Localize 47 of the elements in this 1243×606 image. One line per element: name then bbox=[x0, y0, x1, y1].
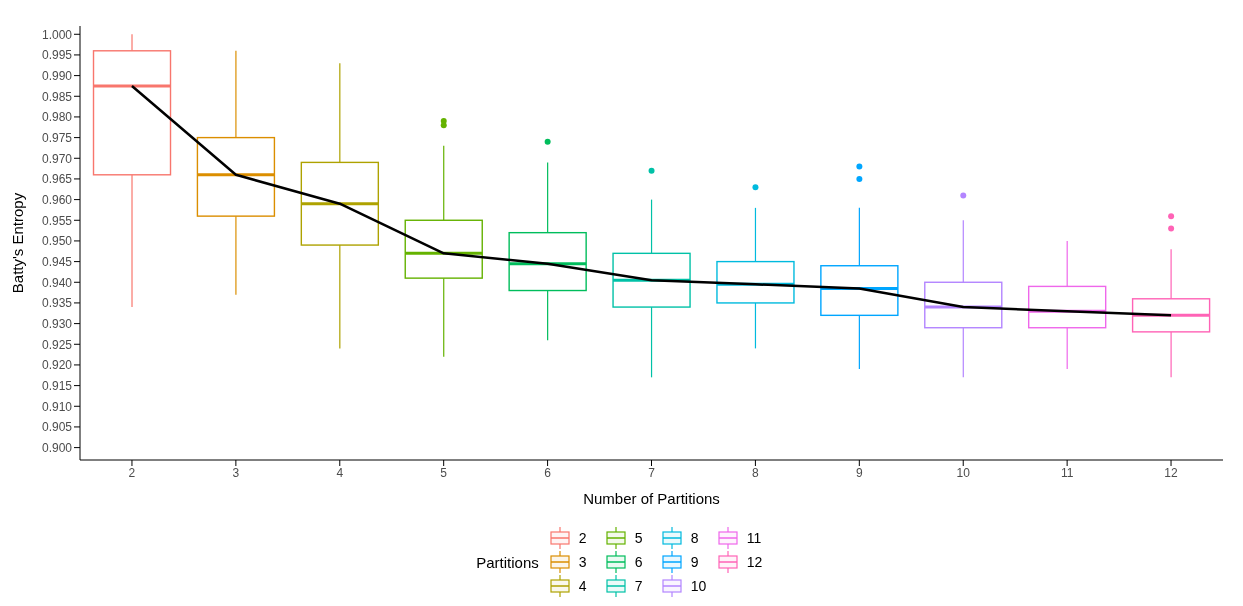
x-tick-label: 10 bbox=[956, 465, 971, 480]
line-series bbox=[130, 84, 1173, 317]
y-tick-label: 0.975 bbox=[41, 130, 73, 145]
legend-label: 8 bbox=[690, 530, 699, 546]
legend-label: 2 bbox=[578, 530, 587, 546]
y-tick-label: 0.915 bbox=[41, 378, 73, 393]
x-tick-label: 3 bbox=[232, 465, 240, 480]
y-tick-label: 0.930 bbox=[41, 316, 73, 331]
y-tick-label: 0.950 bbox=[41, 234, 73, 249]
y-tick-label: 0.935 bbox=[41, 296, 73, 311]
y-tick-label: 0.940 bbox=[41, 275, 73, 290]
legend-label: 12 bbox=[746, 554, 763, 570]
y-tick-label: 0.985 bbox=[41, 89, 73, 104]
y-tick-label: 0.920 bbox=[41, 358, 73, 373]
legend-label: 10 bbox=[690, 578, 707, 594]
legend-label: 9 bbox=[690, 554, 699, 570]
y-tick-label: 0.965 bbox=[41, 172, 73, 187]
y-tick-label: 0.925 bbox=[41, 337, 73, 352]
legend-label: 3 bbox=[578, 554, 587, 570]
x-tick-label: 11 bbox=[1060, 465, 1074, 480]
y-tick-label: 0.980 bbox=[41, 110, 73, 125]
y-tick-label: 0.945 bbox=[41, 254, 73, 269]
legend-title: Partitions bbox=[476, 553, 539, 571]
x-tick-label: 2 bbox=[128, 465, 136, 480]
y-tick-label: 0.905 bbox=[41, 420, 73, 435]
legend-label: 11 bbox=[746, 530, 762, 546]
x-tick-label: 6 bbox=[544, 465, 552, 480]
legend-label: 5 bbox=[634, 530, 643, 546]
x-tick-label: 7 bbox=[648, 465, 656, 480]
y-axis-title: Batty's Entropy bbox=[9, 192, 27, 294]
legend-label: 7 bbox=[634, 578, 643, 594]
x-tick-label: 9 bbox=[855, 465, 863, 480]
y-tick-label: 0.955 bbox=[41, 213, 73, 228]
y-tick-label: 1.000 bbox=[41, 27, 73, 42]
x-axis-title: Number of Partitions bbox=[583, 490, 720, 507]
legend-label: 6 bbox=[634, 554, 643, 570]
y-tick-label: 0.960 bbox=[41, 192, 73, 207]
x-tick-label: 4 bbox=[336, 465, 344, 480]
y-tick-label: 0.970 bbox=[41, 151, 73, 166]
legend-label: 4 bbox=[578, 578, 587, 594]
y-tick-label: 0.910 bbox=[41, 399, 73, 414]
y-tick-label: 0.990 bbox=[41, 68, 73, 83]
x-tick-label: 5 bbox=[440, 465, 448, 480]
x-tick-label: 8 bbox=[752, 465, 760, 480]
x-tick-label: 12 bbox=[1164, 465, 1179, 480]
y-tick-label: 0.900 bbox=[41, 440, 73, 455]
y-tick-label: 0.995 bbox=[41, 48, 73, 63]
